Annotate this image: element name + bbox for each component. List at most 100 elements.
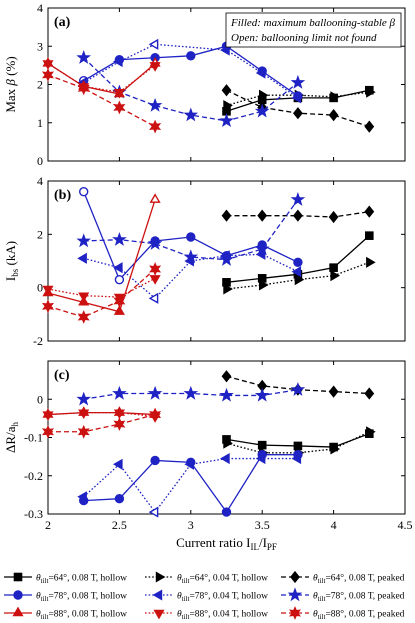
series-7: [42, 275, 161, 304]
data-point: [364, 120, 375, 133]
legend-box-line2: Open: ballooning limit not found: [231, 32, 377, 44]
legend-label: θtilt=88°, 0.04 T, hollow: [177, 609, 268, 622]
series-3: [78, 450, 303, 517]
y-tick-label: 4: [37, 1, 43, 15]
data-point: [223, 283, 233, 295]
series-7: [42, 60, 161, 99]
data-point: [77, 310, 90, 324]
data-point: [149, 262, 162, 276]
data-point: [364, 231, 374, 240]
data-point: [328, 108, 339, 122]
legend-box-line1: Filled: maximum ballooning-stable β: [230, 17, 396, 29]
data-point: [259, 279, 269, 291]
data-point: [149, 119, 162, 134]
data-point: [257, 440, 267, 450]
series-line: [47, 62, 156, 93]
data-point: [254, 241, 270, 256]
legend-item: θtilt=88°, 0.04 T, hollow: [145, 609, 268, 622]
data-point: [76, 50, 91, 64]
panel-a: 0 1 2 3 4 (a) Max β (%): [3, 1, 406, 168]
series-line: [47, 199, 156, 313]
data-point: [290, 192, 306, 206]
series-3: [78, 186, 303, 285]
y-axis-label: Ibs (kA): [3, 241, 20, 281]
y-tick-label: 4: [37, 174, 43, 188]
data-point: [366, 256, 376, 268]
series-5: [76, 382, 306, 406]
series-5: [76, 192, 306, 266]
data-point: [364, 205, 375, 218]
legend-item: θtilt=78°, 0.04 T, hollow: [145, 589, 268, 604]
series-1: [223, 256, 376, 295]
legend-marker: [13, 590, 23, 600]
data-point: [293, 209, 303, 222]
data-point: [42, 411, 54, 421]
legend-marker: [155, 571, 166, 583]
y-tick-label: -0.1: [24, 431, 43, 445]
legend-marker: [152, 589, 163, 601]
legend-box-frame: [225, 12, 402, 48]
data-point: [219, 252, 234, 266]
data-point: [186, 51, 196, 61]
data-point: [223, 99, 233, 112]
series-5: [76, 50, 306, 128]
legend-label: θtilt=78°, 0.04 T, hollow: [177, 591, 268, 604]
legend-item: θtilt=64°, 0.08 T, peaked: [281, 570, 405, 586]
legend-label: θtilt=88°, 0.08 T, hollow: [36, 609, 127, 622]
legend-label: θtilt=64°, 0.04 T, hollow: [177, 573, 268, 586]
data-point: [221, 84, 232, 97]
svg-text:ΔR/ah: ΔR/ah: [3, 422, 20, 453]
data-point: [148, 506, 159, 518]
x-tick-label: 4: [331, 518, 337, 532]
data-point: [76, 391, 91, 406]
data-point: [42, 285, 54, 296]
data-point: [294, 274, 305, 286]
series-8: [41, 68, 162, 134]
data-point: [328, 210, 339, 224]
data-point: [114, 274, 125, 285]
legend-marker: [153, 609, 165, 620]
x-axis-label: Current ratio IIL/IPF: [176, 535, 277, 552]
data-point: [254, 387, 270, 402]
data-point: [329, 263, 338, 272]
y-tick-label: -2: [33, 334, 43, 348]
x-tick-label: 2: [45, 518, 51, 532]
data-point: [112, 262, 123, 274]
legend-item: θtilt=78°, 0.08 T, peaked: [281, 587, 405, 604]
data-point: [113, 88, 125, 99]
data-point: [183, 107, 199, 122]
series-2: [221, 205, 375, 224]
y-tick-label: 2: [37, 78, 43, 92]
data-point: [78, 292, 90, 303]
data-point: [78, 409, 90, 420]
data-point: [183, 249, 199, 264]
legend-marker: [13, 572, 23, 582]
y-tick-label: 2: [37, 227, 43, 241]
legend-marker: [290, 570, 300, 584]
legend-box: Filled: maximum ballooning-stable β Open:…: [225, 12, 402, 48]
series-4: [77, 452, 302, 518]
data-point: [184, 458, 195, 470]
legend-label: θtilt=64°, 0.08 T, hollow: [36, 573, 127, 586]
y-tick-label: 0: [37, 154, 43, 168]
data-point: [114, 494, 125, 504]
legend-item: θtilt=88°, 0.08 T, peaked: [281, 606, 405, 622]
legend-label: θtilt=78°, 0.08 T, peaked: [313, 591, 405, 604]
data-point: [364, 387, 375, 400]
data-point: [78, 186, 89, 197]
data-point: [330, 270, 341, 282]
data-point: [77, 491, 87, 503]
data-point: [219, 113, 234, 128]
legend-label: θtilt=88°, 0.08 T, peaked: [313, 609, 405, 622]
data-point: [255, 452, 266, 465]
data-point: [77, 81, 90, 96]
data-point: [186, 232, 196, 242]
data-point: [221, 209, 232, 222]
x-tick-label: 3.5: [255, 518, 270, 532]
data-point: [148, 292, 159, 304]
data-point: [42, 60, 54, 70]
legend-label: θtilt=64°, 0.08 T, peaked: [313, 573, 405, 586]
data-point: [259, 89, 269, 101]
panel-label: (a): [54, 15, 71, 30]
